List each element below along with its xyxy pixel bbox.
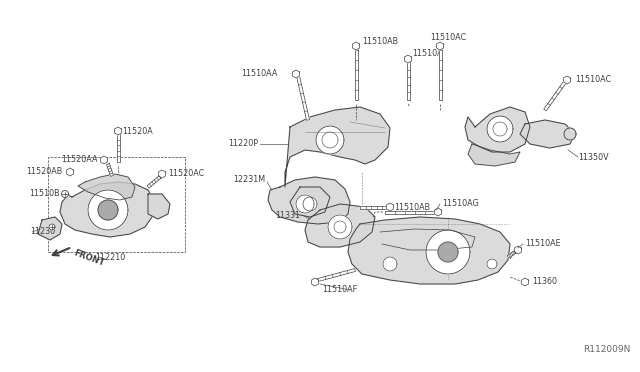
- Text: 112210: 112210: [95, 253, 125, 262]
- Polygon shape: [49, 224, 55, 230]
- Polygon shape: [305, 204, 375, 247]
- Polygon shape: [116, 134, 120, 162]
- Text: 11520AC: 11520AC: [168, 170, 204, 179]
- Polygon shape: [515, 246, 522, 254]
- Text: 11510AF: 11510AF: [322, 285, 357, 295]
- Polygon shape: [98, 200, 118, 220]
- Text: 11510AG: 11510AG: [442, 199, 479, 208]
- Polygon shape: [468, 144, 520, 166]
- Text: 11510AB: 11510AB: [362, 38, 398, 46]
- Text: 11510A: 11510A: [412, 49, 443, 58]
- Polygon shape: [353, 42, 360, 50]
- Polygon shape: [296, 195, 314, 213]
- Polygon shape: [317, 269, 355, 282]
- Polygon shape: [426, 230, 470, 274]
- Polygon shape: [438, 242, 458, 262]
- Text: 11510AB: 11510AB: [394, 202, 430, 212]
- Polygon shape: [61, 190, 68, 198]
- Polygon shape: [268, 177, 350, 224]
- Polygon shape: [292, 70, 300, 78]
- Polygon shape: [406, 62, 410, 100]
- Text: 11510AE: 11510AE: [525, 240, 561, 248]
- Text: 11360: 11360: [532, 278, 557, 286]
- Text: 11510AC: 11510AC: [575, 76, 611, 84]
- Text: 11510AC: 11510AC: [430, 33, 466, 42]
- Polygon shape: [487, 259, 497, 269]
- Polygon shape: [148, 194, 170, 219]
- Polygon shape: [564, 76, 570, 84]
- Polygon shape: [296, 76, 310, 120]
- Polygon shape: [67, 168, 74, 176]
- Polygon shape: [100, 156, 108, 164]
- Text: 11510B: 11510B: [29, 189, 60, 199]
- Polygon shape: [60, 182, 155, 237]
- Polygon shape: [159, 170, 166, 178]
- Polygon shape: [465, 107, 530, 152]
- Polygon shape: [564, 128, 576, 140]
- Polygon shape: [522, 278, 529, 286]
- Polygon shape: [355, 50, 358, 100]
- Polygon shape: [290, 187, 330, 217]
- Polygon shape: [316, 126, 344, 154]
- Polygon shape: [285, 107, 390, 187]
- Polygon shape: [544, 81, 566, 111]
- Text: 11220P: 11220P: [228, 140, 258, 148]
- Polygon shape: [387, 203, 394, 211]
- Polygon shape: [88, 190, 128, 230]
- Polygon shape: [115, 127, 122, 135]
- Polygon shape: [436, 42, 444, 50]
- Polygon shape: [312, 278, 319, 286]
- Polygon shape: [520, 120, 575, 148]
- Polygon shape: [385, 211, 435, 214]
- Polygon shape: [348, 217, 510, 284]
- Polygon shape: [38, 217, 62, 240]
- Text: 11520A: 11520A: [122, 126, 153, 135]
- Polygon shape: [147, 176, 161, 188]
- Polygon shape: [487, 116, 513, 142]
- Polygon shape: [303, 197, 317, 211]
- Polygon shape: [78, 174, 135, 200]
- Text: 11510AA: 11510AA: [242, 70, 278, 78]
- Text: 11520AB: 11520AB: [26, 167, 62, 176]
- Polygon shape: [107, 164, 113, 176]
- Text: 11331: 11331: [275, 211, 300, 219]
- Text: 11520AA: 11520AA: [61, 155, 98, 164]
- Polygon shape: [404, 55, 412, 63]
- Text: 11230: 11230: [30, 228, 55, 237]
- Polygon shape: [438, 50, 442, 100]
- Polygon shape: [435, 208, 442, 216]
- Text: 12231M: 12231M: [233, 176, 265, 185]
- Text: R112009N: R112009N: [582, 345, 630, 354]
- Text: FRONT: FRONT: [73, 248, 106, 267]
- Polygon shape: [328, 215, 352, 239]
- Polygon shape: [360, 205, 388, 208]
- Polygon shape: [507, 251, 516, 258]
- Text: 11350V: 11350V: [578, 153, 609, 161]
- Polygon shape: [383, 257, 397, 271]
